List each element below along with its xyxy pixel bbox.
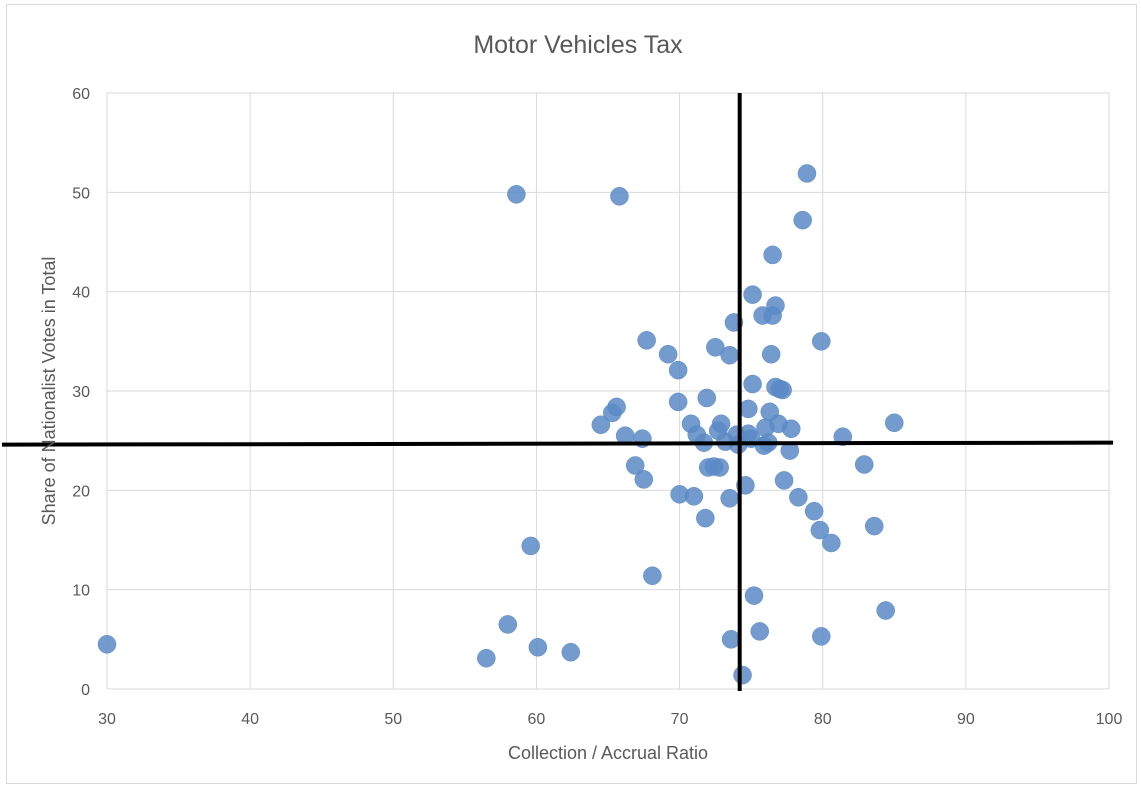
- data-point: [751, 622, 769, 640]
- y-tick-label: 20: [72, 483, 90, 500]
- tick-labels: 30 40 50 60 70 80 90 100 0 10 20 30 40 50 60: [72, 86, 1122, 728]
- data-point: [669, 393, 687, 411]
- data-point: [744, 375, 762, 393]
- data-point: [877, 602, 895, 620]
- data-point: [562, 643, 580, 661]
- data-point: [698, 389, 716, 407]
- x-tick-label: 30: [98, 711, 116, 728]
- x-tick-label: 70: [671, 711, 689, 728]
- data-points: [98, 164, 903, 684]
- data-point: [635, 470, 653, 488]
- data-point: [822, 534, 840, 552]
- chart-title: Motor Vehicles Tax: [473, 31, 683, 59]
- data-point: [798, 164, 816, 182]
- data-point: [522, 537, 540, 555]
- reference-lines: [2, 93, 1113, 691]
- data-point: [712, 415, 730, 433]
- data-point: [865, 517, 883, 535]
- y-tick-label: 30: [72, 384, 90, 401]
- data-point: [774, 381, 792, 399]
- data-point: [739, 400, 757, 418]
- data-point: [782, 420, 800, 438]
- y-tick-label: 40: [72, 285, 90, 302]
- x-tick-label: 80: [814, 711, 832, 728]
- data-point: [812, 627, 830, 645]
- horizontal-reference-line: [2, 443, 1113, 445]
- data-point: [711, 458, 729, 476]
- data-point: [855, 456, 873, 474]
- data-point: [745, 587, 763, 605]
- data-point: [685, 487, 703, 505]
- x-axis-title: Collection / Accrual Ratio: [508, 743, 708, 763]
- data-point: [608, 398, 626, 416]
- data-point: [722, 630, 740, 648]
- data-point: [477, 649, 495, 667]
- data-point: [529, 638, 547, 656]
- data-point: [812, 332, 830, 350]
- data-point: [638, 331, 656, 349]
- y-tick-label: 50: [72, 185, 90, 202]
- x-tick-label: 50: [384, 711, 402, 728]
- data-point: [744, 286, 762, 304]
- y-axis-title: Share of Nationalist Votes in Total: [39, 257, 59, 526]
- data-point: [762, 345, 780, 363]
- data-point: [696, 509, 714, 527]
- data-point: [734, 666, 752, 684]
- data-point: [766, 297, 784, 315]
- x-tick-label: 40: [241, 711, 259, 728]
- data-point: [721, 346, 739, 364]
- data-point: [610, 187, 628, 205]
- data-point: [659, 345, 677, 363]
- data-point: [794, 211, 812, 229]
- y-tick-label: 0: [81, 682, 90, 699]
- data-point: [885, 414, 903, 432]
- data-point: [805, 502, 823, 520]
- y-tick-label: 60: [72, 86, 90, 103]
- data-point: [775, 471, 793, 489]
- x-tick-label: 100: [1096, 711, 1123, 728]
- data-point: [764, 246, 782, 264]
- data-point: [98, 635, 116, 653]
- data-point: [643, 567, 661, 585]
- x-tick-label: 90: [957, 711, 975, 728]
- data-point: [789, 488, 807, 506]
- data-point: [507, 185, 525, 203]
- y-tick-label: 10: [72, 583, 90, 600]
- data-point: [499, 615, 517, 633]
- data-point: [669, 361, 687, 379]
- x-tick-label: 60: [528, 711, 546, 728]
- data-point: [721, 489, 739, 507]
- gridlines: [107, 93, 1109, 689]
